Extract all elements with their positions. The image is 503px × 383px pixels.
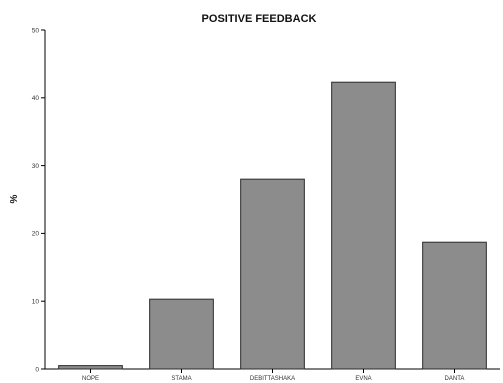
bar [240, 178, 305, 370]
y-tick-label: 20 [32, 231, 40, 238]
bar [422, 241, 487, 370]
plot-area: 0 10 20 30 40 50 NOPE STAMA DEBITTASHAKA EVNA DANT… [32, 27, 500, 382]
y-axis-label: % [9, 194, 20, 203]
x-tick-label: STAMA [171, 376, 191, 382]
y-tick-label: 10 [32, 299, 40, 306]
bar [149, 298, 214, 370]
x-tick-label: EVNA [355, 376, 371, 382]
x-tick-label: DEBITTASHAKA [250, 376, 295, 382]
y-tick-label: 30 [32, 163, 40, 170]
y-tick-label: 40 [32, 95, 40, 102]
x-tick-label: NOPE [82, 376, 99, 382]
x-tick-label: DANTA [445, 376, 465, 382]
bar [331, 81, 396, 370]
chart-title: POSITIVE FEEDBACK [202, 13, 317, 25]
bar [58, 365, 123, 370]
y-tick-label: 0 [35, 366, 39, 373]
y-tick-label: 50 [32, 27, 40, 34]
